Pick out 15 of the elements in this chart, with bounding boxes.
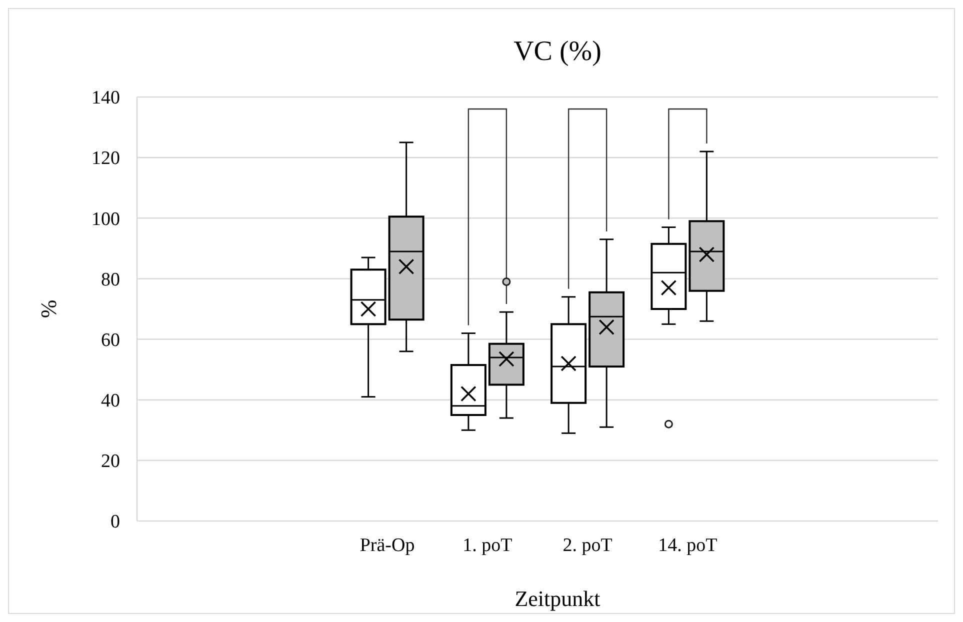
y-axis-title: % bbox=[36, 300, 61, 318]
y-tick-label: 60 bbox=[101, 330, 120, 351]
x-axis-title: Zeitpunkt bbox=[514, 586, 600, 611]
x-tick-label: Prä-Op bbox=[360, 535, 415, 556]
y-tick-label: 100 bbox=[92, 208, 120, 230]
y-tick-label: 120 bbox=[92, 148, 120, 170]
y-tick-label: 80 bbox=[101, 269, 120, 290]
x-tick-label: 2. poT bbox=[562, 535, 613, 556]
chart-title: VC (%) bbox=[514, 36, 602, 67]
x-tick-label: 14. poT bbox=[658, 535, 718, 556]
y-tick-label: 0 bbox=[110, 512, 120, 533]
y-tick-label: 20 bbox=[101, 451, 120, 472]
y-tick-label: 140 bbox=[92, 88, 120, 109]
x-tick-label: 1. poT bbox=[462, 535, 513, 556]
y-tick-label: 40 bbox=[101, 390, 120, 412]
